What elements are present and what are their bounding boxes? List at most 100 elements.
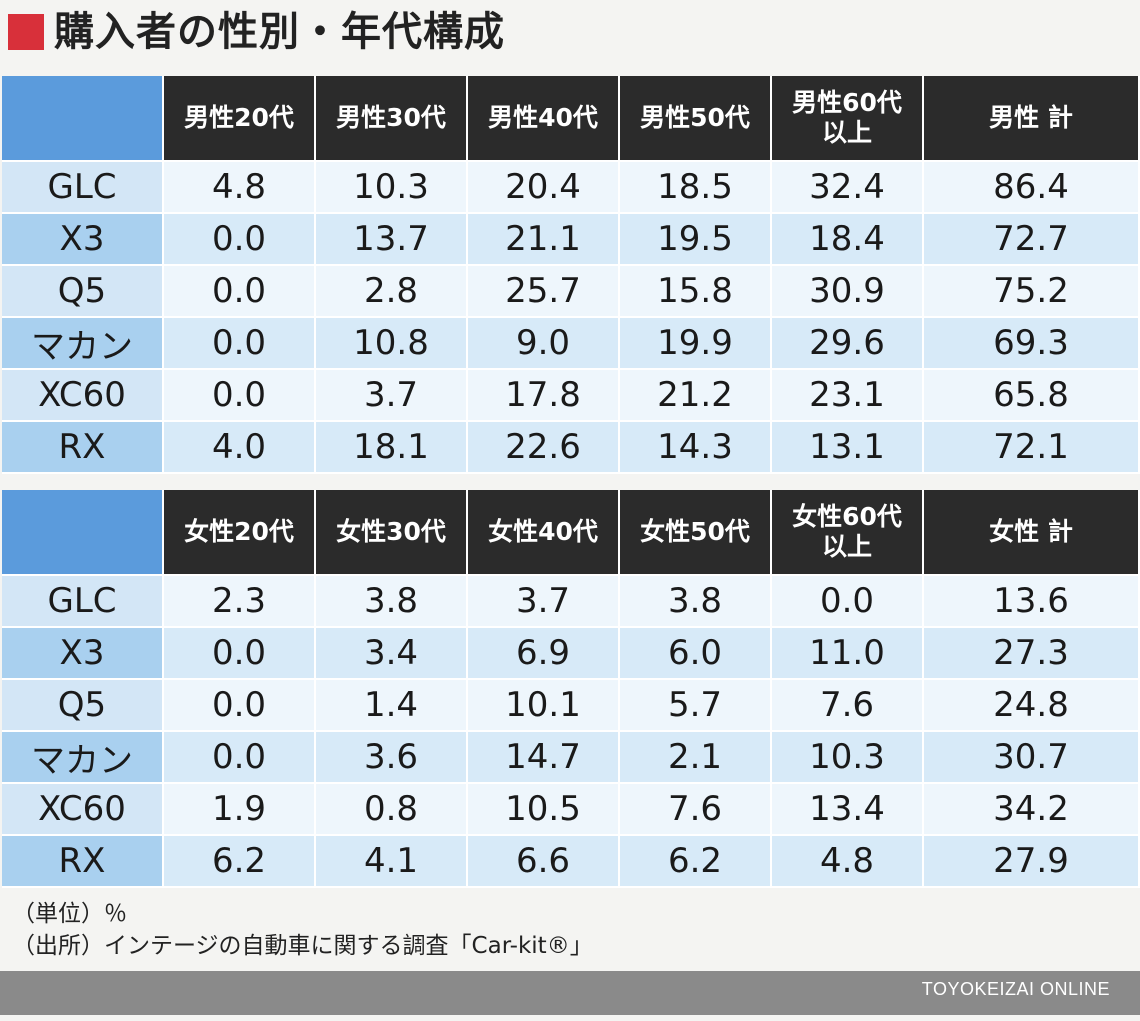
table-cell: 4.0 [164, 422, 316, 474]
column-header-line: 女性 計 [989, 517, 1073, 546]
column-header-line: 女性60代 [792, 502, 902, 531]
table-cell: 17.8 [468, 370, 620, 422]
table-cell: 10.8 [316, 318, 468, 370]
table-cell: 0.0 [772, 576, 924, 628]
table-cell: 18.5 [620, 162, 772, 214]
row-label: RX [2, 422, 164, 474]
row-label: Q5 [2, 680, 164, 732]
unit-note: （単位）％ [12, 901, 127, 927]
column-header: 男性30代 [316, 76, 468, 162]
table-cell: 29.6 [772, 318, 924, 370]
table-cell: 22.6 [468, 422, 620, 474]
table-cell: 13.1 [772, 422, 924, 474]
table-row: X3 0.0 13.7 21.1 19.5 18.4 72.7 [2, 214, 1140, 266]
table-cell: 6.6 [468, 836, 620, 888]
column-header: 女性60代 以上 [772, 490, 924, 576]
table-cell: 18.1 [316, 422, 468, 474]
table-cell: 0.0 [164, 370, 316, 422]
table-cell: 4.1 [316, 836, 468, 888]
table-row: X3 0.0 3.4 6.9 6.0 11.0 27.3 [2, 628, 1140, 680]
table-cell: 10.1 [468, 680, 620, 732]
table-cell: 10.3 [316, 162, 468, 214]
table-row: マカン 0.0 3.6 14.7 2.1 10.3 30.7 [2, 732, 1140, 784]
column-header-line: 男性50代 [640, 103, 750, 132]
table-cell: 24.8 [924, 680, 1140, 732]
column-header-line: 以上 [821, 118, 872, 147]
table-cell: 32.4 [772, 162, 924, 214]
row-label: GLC [2, 162, 164, 214]
table-cell: 20.4 [468, 162, 620, 214]
table-cell: 72.1 [924, 422, 1140, 474]
row-label: X3 [2, 628, 164, 680]
table-cell: 3.4 [316, 628, 468, 680]
table-cell: 0.0 [164, 214, 316, 266]
table-cell: 3.8 [620, 576, 772, 628]
table-cell: 27.9 [924, 836, 1140, 888]
title-bar: 購入者の性別・年代構成 [0, 0, 1140, 70]
table-cell: 3.6 [316, 732, 468, 784]
column-header-line: 男性60代 [792, 88, 902, 117]
column-header-line: 女性20代 [184, 517, 294, 546]
table-cell: 1.9 [164, 784, 316, 836]
table-cell: 6.9 [468, 628, 620, 680]
table-cell: 30.7 [924, 732, 1140, 784]
table-row: XC60 1.9 0.8 10.5 7.6 13.4 34.2 [2, 784, 1140, 836]
row-label: GLC [2, 576, 164, 628]
table-cell: 5.7 [620, 680, 772, 732]
table-cell: 0.0 [164, 732, 316, 784]
table-cell: 13.4 [772, 784, 924, 836]
table-row: RX 6.2 4.1 6.6 6.2 4.8 27.9 [2, 836, 1140, 888]
column-header-line: 男性20代 [184, 103, 294, 132]
table-row: XC60 0.0 3.7 17.8 21.2 23.1 65.8 [2, 370, 1140, 422]
table-male: 男性20代 男性30代 男性40代 男性50代 男性60代 以上 男性 計 GLC 4.8 10.… [2, 76, 1140, 474]
table-row: Q5 0.0 2.8 25.7 15.8 30.9 75.2 [2, 266, 1140, 318]
column-header: 男性60代 以上 [772, 76, 924, 162]
table-cell: 0.0 [164, 680, 316, 732]
table-cell: 15.8 [620, 266, 772, 318]
title-marker [8, 14, 44, 50]
header-corner [2, 76, 164, 162]
table-cell: 69.3 [924, 318, 1140, 370]
table-cell: 14.3 [620, 422, 772, 474]
row-label: マカン [2, 732, 164, 784]
row-label: Q5 [2, 266, 164, 318]
table-cell: 23.1 [772, 370, 924, 422]
column-header-line: 女性40代 [488, 517, 598, 546]
column-header: 女性30代 [316, 490, 468, 576]
table-cell: 21.2 [620, 370, 772, 422]
source-note: （出所）インテージの自動車に関する調査「Car-kit®」 [12, 933, 593, 959]
table-cell: 2.3 [164, 576, 316, 628]
header-corner [2, 490, 164, 576]
table-cell: 18.4 [772, 214, 924, 266]
row-label: X3 [2, 214, 164, 266]
table-cell: 13.6 [924, 576, 1140, 628]
table-cell: 19.9 [620, 318, 772, 370]
row-label: XC60 [2, 784, 164, 836]
table-row: RX 4.0 18.1 22.6 14.3 13.1 72.1 [2, 422, 1140, 474]
table-cell: 4.8 [772, 836, 924, 888]
column-header-line: 以上 [821, 532, 872, 561]
table-cell: 0.8 [316, 784, 468, 836]
table-cell: 34.2 [924, 784, 1140, 836]
table-cell: 3.7 [468, 576, 620, 628]
column-header: 女性40代 [468, 490, 620, 576]
table-row: Q5 0.0 1.4 10.1 5.7 7.6 24.8 [2, 680, 1140, 732]
column-header-line: 女性30代 [336, 517, 446, 546]
table-cell: 21.1 [468, 214, 620, 266]
table-cell: 0.0 [164, 318, 316, 370]
table-cell: 4.8 [164, 162, 316, 214]
table-cell: 25.7 [468, 266, 620, 318]
column-header-line: 男性30代 [336, 103, 446, 132]
table-cell: 9.0 [468, 318, 620, 370]
table-cell: 3.7 [316, 370, 468, 422]
table-cell: 0.0 [164, 628, 316, 680]
table-cell: 65.8 [924, 370, 1140, 422]
table-cell: 6.2 [164, 836, 316, 888]
column-header: 女性50代 [620, 490, 772, 576]
table-row: GLC 2.3 3.8 3.7 3.8 0.0 13.6 [2, 576, 1140, 628]
table-cell: 0.0 [164, 266, 316, 318]
table-cell: 1.4 [316, 680, 468, 732]
table-cell: 6.2 [620, 836, 772, 888]
table-row: GLC 4.8 10.3 20.4 18.5 32.4 86.4 [2, 162, 1140, 214]
table-cell: 75.2 [924, 266, 1140, 318]
